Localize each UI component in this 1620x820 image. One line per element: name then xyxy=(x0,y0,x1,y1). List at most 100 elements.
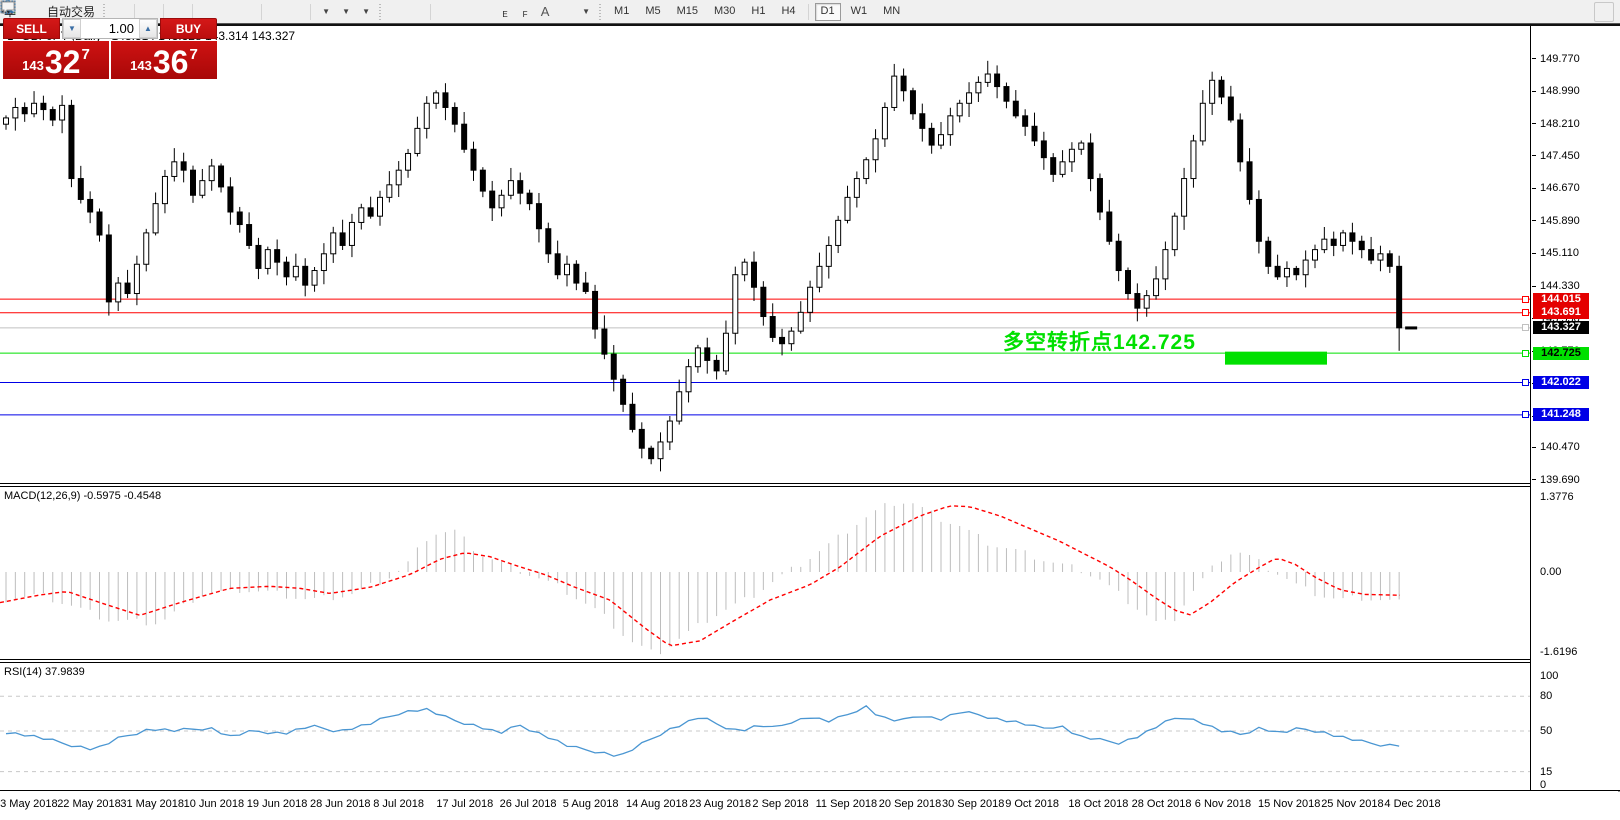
candle-body xyxy=(1293,267,1300,276)
line-end-handle[interactable] xyxy=(1522,309,1529,317)
candle-body xyxy=(218,165,225,188)
trendline-tool[interactable] xyxy=(1,1,495,22)
rsi-axis-label: 100 xyxy=(1540,670,1559,682)
sell-price-tile[interactable]: 143 32 7 xyxy=(3,41,109,79)
line-end-handle[interactable] xyxy=(1522,295,1529,303)
turning-point-rectangle[interactable] xyxy=(1225,351,1327,365)
line-end-handle[interactable] xyxy=(1522,349,1529,357)
templates-dropdown-arrow[interactable]: ▼ xyxy=(362,7,370,16)
candle-body xyxy=(1143,295,1150,309)
price-axis[interactable]: 149.770 148.990 148.210 147.450 146.670 145.8… xyxy=(1522,26,1620,791)
price-line-label: 141.248 xyxy=(1533,408,1589,422)
toolbar-drag-handle[interactable] xyxy=(102,3,108,20)
tile-windows-button[interactable] xyxy=(0,0,257,22)
volume-decrease-button[interactable]: ▼ xyxy=(63,19,81,38)
rsi-line xyxy=(5,704,1400,757)
equidistant-channel-tool[interactable]: E xyxy=(0,1,515,22)
candle-body xyxy=(40,102,47,111)
candle-body xyxy=(3,117,9,125)
tf-m30[interactable]: M30 xyxy=(714,4,736,17)
volume-increase-button[interactable]: ▲ xyxy=(139,19,157,38)
candle-body xyxy=(1340,232,1347,246)
text-label-tool[interactable]: T xyxy=(0,0,575,22)
tf-m5[interactable]: M5 xyxy=(645,4,661,17)
candle-body xyxy=(68,104,75,180)
indicators-dropdown-arrow[interactable]: ▼ xyxy=(322,7,330,16)
pane-separator[interactable] xyxy=(0,483,1620,487)
candle-body xyxy=(938,134,944,146)
candle-body xyxy=(274,249,281,263)
candle-body xyxy=(1003,86,1010,102)
auto-scroll-button[interactable] xyxy=(1,1,286,22)
buy-button[interactable]: BUY xyxy=(160,18,217,39)
candle-body xyxy=(657,441,664,460)
candle-body xyxy=(1283,267,1290,278)
chart-shift-button[interactable] xyxy=(1,1,306,22)
line-end-handle[interactable] xyxy=(1522,411,1529,419)
candle-body xyxy=(741,261,748,276)
toolbar-drag-handle[interactable] xyxy=(378,3,384,20)
candle-body xyxy=(283,261,290,278)
date-axis-label: 17 Jul 2018 xyxy=(436,798,494,810)
periods-button[interactable]: ▼ xyxy=(0,0,355,22)
cursor-button[interactable] xyxy=(3,1,406,22)
candle-body xyxy=(526,192,533,205)
buy-price-tile[interactable]: 143 36 7 xyxy=(111,41,217,79)
text-tool[interactable]: A xyxy=(535,2,555,22)
search-button[interactable] xyxy=(1,1,1594,22)
crosshair-button[interactable] xyxy=(1,1,426,22)
candle-body xyxy=(105,234,112,303)
candle-body xyxy=(1368,249,1375,261)
candle-body xyxy=(620,378,627,405)
line-end-handle[interactable] xyxy=(1522,378,1529,386)
tf-m1[interactable]: M1 xyxy=(614,4,630,17)
horizontal-line-tool[interactable] xyxy=(1,2,475,22)
candle-body xyxy=(1321,238,1328,251)
candle-body xyxy=(320,253,327,272)
indicators-button[interactable]: ▼ xyxy=(1,0,335,22)
candle-body xyxy=(1246,161,1253,200)
candle-body xyxy=(853,178,860,198)
fibonacci-tool[interactable]: F xyxy=(1,1,535,22)
candle-body xyxy=(1377,253,1384,261)
candle-body xyxy=(779,336,786,345)
candle-body xyxy=(1181,178,1188,217)
sell-button[interactable]: SELL xyxy=(3,18,60,39)
templates-button[interactable]: ▼ xyxy=(0,0,375,22)
tf-h4[interactable]: H4 xyxy=(781,4,796,17)
volume-input[interactable]: 1.00 xyxy=(108,21,134,36)
candle-body xyxy=(629,403,636,430)
turning-point-annotation[interactable]: 多空转折点142.725 xyxy=(1003,331,1196,354)
pane-separator xyxy=(0,790,1620,791)
candle-body xyxy=(423,102,430,129)
tf-m15[interactable]: M15 xyxy=(676,4,698,17)
candle-body xyxy=(872,138,879,161)
toolbar-drag-handle[interactable] xyxy=(598,3,604,20)
tf-mn[interactable]: MN xyxy=(883,4,901,17)
tf-d1[interactable]: D1 xyxy=(814,2,841,21)
arrows-tool[interactable]: ▼ xyxy=(1,1,595,22)
candle-body xyxy=(59,104,66,121)
candle-body xyxy=(87,198,94,213)
candle-body xyxy=(1031,125,1038,142)
zoom-out-button[interactable] xyxy=(1,1,237,22)
date-axis[interactable]: 13 May 2018 22 May 2018 31 May 2018 10 Jun … xyxy=(0,792,1620,820)
arrows-dropdown-arrow[interactable]: ▼ xyxy=(582,7,590,16)
main-chart-pane: ▲ GBPJPY-,Daily 143.314 143.328 143.314 … xyxy=(0,26,1530,483)
line-end-handle[interactable] xyxy=(1522,324,1529,332)
tf-h1[interactable]: H1 xyxy=(751,4,766,17)
candle-body xyxy=(12,106,19,119)
chat-button[interactable] xyxy=(1,1,1614,22)
vertical-line-tool[interactable] xyxy=(5,1,455,22)
rsi-chart-canvas xyxy=(0,695,1530,773)
date-axis-label: 8 Jul 2018 xyxy=(373,798,424,810)
candle-body xyxy=(470,148,477,171)
date-axis-label: 6 Nov 2018 xyxy=(1194,798,1252,810)
price-line-label: 144.015 xyxy=(1533,292,1589,306)
pane-separator[interactable] xyxy=(0,659,1620,663)
buy-button-label: BUY xyxy=(175,21,202,36)
candle-body xyxy=(638,428,645,449)
periods-dropdown-arrow[interactable]: ▼ xyxy=(342,7,350,16)
tf-w1[interactable]: W1 xyxy=(850,4,868,17)
